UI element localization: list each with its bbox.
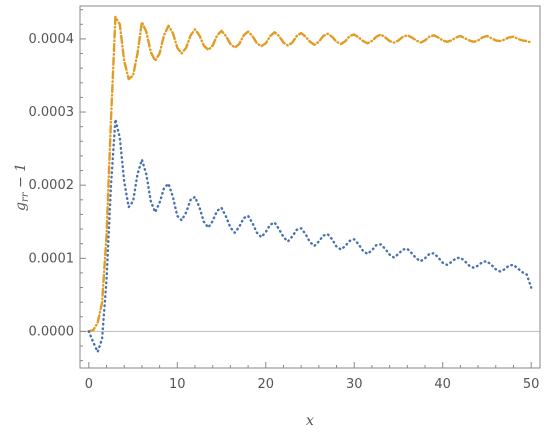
- x-tick-label: 50: [523, 377, 540, 392]
- y-tick-label: 0.0004: [29, 32, 75, 47]
- svg-text:grr − 1: grr − 1: [13, 163, 31, 211]
- x-axis-ticks: 0 10 20 30 40 50: [85, 362, 540, 392]
- x-axis-label: x: [306, 413, 314, 429]
- series-layer: [87, 15, 533, 354]
- y-axis-ticks: 0.0000 0.0001 0.0002 0.0003 0.0004: [29, 9, 86, 362]
- x-tick-label: 0: [85, 377, 93, 392]
- y-axis-label-base: g: [13, 202, 29, 211]
- y-tick-label: 0.0001: [29, 251, 75, 266]
- y-axis-label-rest: − 1: [13, 163, 29, 193]
- x-tick-label: 30: [346, 377, 363, 392]
- y-tick-label: 0.0000: [29, 324, 75, 339]
- y-axis-label: grr − 1: [13, 163, 31, 211]
- x-tick-label: 20: [257, 377, 274, 392]
- x-tick-label: 10: [169, 377, 186, 392]
- series-line-blue: [87, 118, 533, 354]
- x-tick-label: 40: [434, 377, 451, 392]
- y-tick-label: 0.0003: [29, 105, 75, 120]
- y-axis-label-subscript: rr: [20, 191, 31, 202]
- series-line-orange: [87, 15, 533, 333]
- y-tick-label: 0.0002: [29, 178, 75, 193]
- plot-frame: [79, 5, 541, 369]
